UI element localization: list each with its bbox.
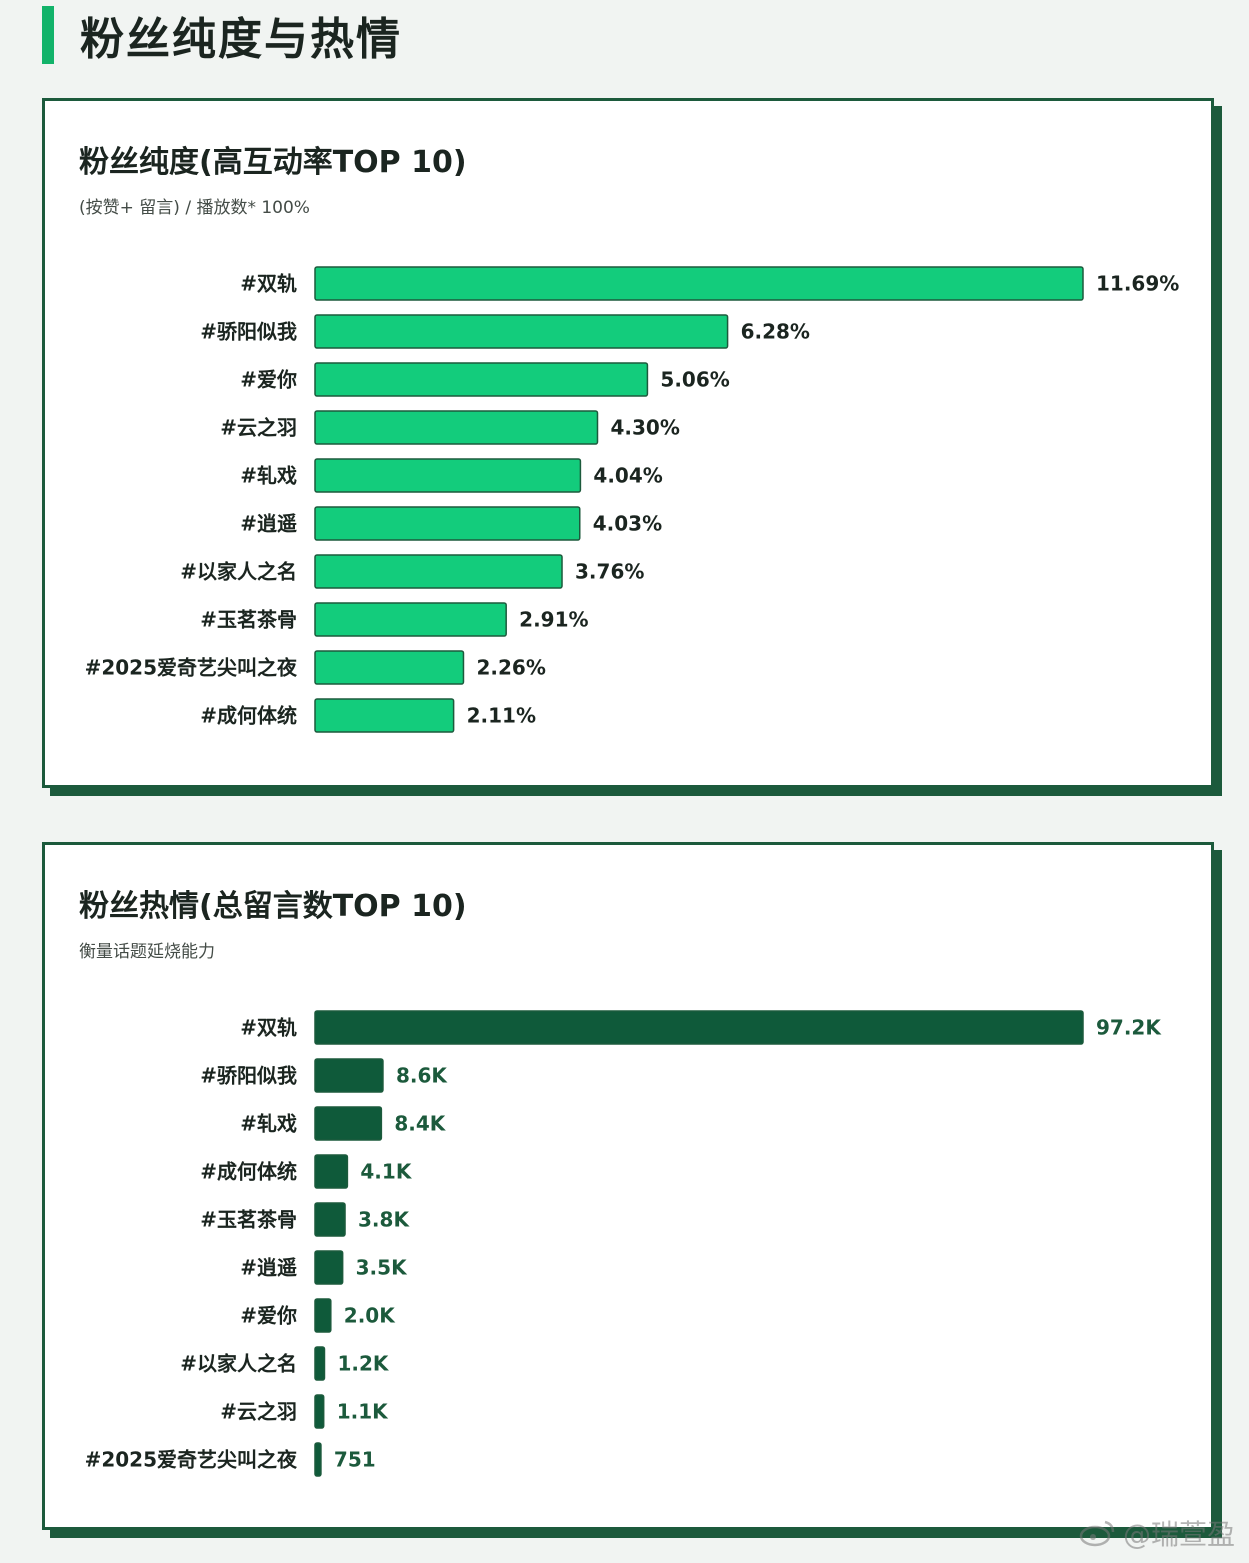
purity-category-label: #逍遥 xyxy=(240,512,297,536)
passion-bar xyxy=(314,1154,349,1189)
passion-value-label: 2.0K xyxy=(344,1304,396,1328)
passion-value-label: 3.5K xyxy=(356,1256,408,1280)
passion-value-label: 4.1K xyxy=(360,1160,412,1184)
purity-bar xyxy=(314,650,465,685)
passion-chart-card: 粉丝热情(总留言数TOP 10) 衡量话题延烧能力 #双轨 97.2K #骄阳似我 8… xyxy=(42,842,1214,1530)
passion-chart-subtitle: 衡量话题延烧能力 xyxy=(79,942,215,962)
purity-value-label: 2.91% xyxy=(519,608,588,632)
passion-value-label: 1.2K xyxy=(337,1352,389,1376)
purity-category-label: #玉茗茶骨 xyxy=(200,608,297,632)
purity-category-label: #骄阳似我 xyxy=(200,320,297,344)
passion-bar xyxy=(314,1202,346,1237)
passion-category-label: #爱你 xyxy=(240,1304,297,1328)
page-header: 粉丝纯度与热情 xyxy=(42,4,402,66)
purity-category-label: #成何体统 xyxy=(200,704,297,728)
passion-category-label: #2025爱奇艺尖叫之夜 xyxy=(85,1448,298,1472)
purity-bar xyxy=(314,506,581,541)
passion-category-label: #玉茗茶骨 xyxy=(200,1208,297,1232)
passion-bar xyxy=(314,1298,332,1333)
passion-bar xyxy=(314,1346,326,1381)
purity-bar xyxy=(314,314,729,349)
passion-value-label: 751 xyxy=(334,1448,376,1472)
purity-value-label: 2.11% xyxy=(467,704,536,728)
purity-value-label: 4.03% xyxy=(593,512,662,536)
passion-bar xyxy=(314,1010,1084,1045)
purity-bar xyxy=(314,698,455,733)
purity-bar xyxy=(314,554,563,589)
passion-bar xyxy=(314,1394,325,1429)
purity-value-label: 11.69% xyxy=(1096,272,1179,296)
purity-category-label: #云之羽 xyxy=(220,416,297,440)
purity-chart-subtitle: (按赞+ 留言) / 播放数* 100% xyxy=(79,198,310,218)
passion-value-label: 8.4K xyxy=(394,1112,446,1136)
purity-bar xyxy=(314,410,599,445)
passion-value-label: 3.8K xyxy=(358,1208,410,1232)
purity-category-label: #爱你 xyxy=(240,368,297,392)
passion-value-label: 8.6K xyxy=(396,1064,448,1088)
passion-category-label: #成何体统 xyxy=(200,1160,297,1184)
passion-value-label: 97.2K xyxy=(1096,1016,1162,1040)
page-title: 粉丝纯度与热情 xyxy=(80,14,402,65)
passion-category-label: #轧戏 xyxy=(240,1112,297,1136)
purity-category-label: #双轨 xyxy=(240,272,297,296)
watermark: @瑞萱盈 xyxy=(1077,1513,1235,1553)
purity-bar-chart: #双轨 11.69% #骄阳似我 6.28% #爱你 5.06% #云之羽 4.30% #轧戏 4… xyxy=(85,266,1179,733)
purity-bar xyxy=(314,266,1084,301)
purity-bar xyxy=(314,458,582,493)
passion-bar xyxy=(314,1442,322,1477)
passion-category-label: #骄阳似我 xyxy=(200,1064,297,1088)
purity-value-label: 3.76% xyxy=(575,560,644,584)
purity-category-label: #以家人之名 xyxy=(180,560,297,584)
passion-bar xyxy=(314,1106,383,1141)
purity-value-label: 4.04% xyxy=(593,464,662,488)
passion-category-label: #逍遥 xyxy=(240,1256,297,1280)
weibo-icon xyxy=(1079,1520,1115,1547)
purity-bar xyxy=(314,362,649,397)
purity-value-label: 5.06% xyxy=(660,368,729,392)
passion-bar-chart: #双轨 97.2K #骄阳似我 8.6K #轧戏 8.4K #成何体统 4.1K #玉茗茶骨 3.… xyxy=(85,1010,1162,1477)
purity-chart-title: 粉丝纯度(高互动率TOP 10) xyxy=(79,145,467,180)
passion-bar xyxy=(314,1058,384,1093)
header-accent-bar xyxy=(42,6,54,64)
purity-value-label: 6.28% xyxy=(741,320,810,344)
purity-value-label: 2.26% xyxy=(476,656,545,680)
passion-category-label: #云之羽 xyxy=(220,1400,297,1424)
watermark-text: @瑞萱盈 xyxy=(1122,1518,1235,1551)
passion-category-label: #双轨 xyxy=(240,1016,297,1040)
purity-chart-card: 粉丝纯度(高互动率TOP 10) (按赞+ 留言) / 播放数* 100% #双… xyxy=(42,98,1214,788)
passion-category-label: #以家人之名 xyxy=(180,1352,297,1376)
passion-value-label: 1.1K xyxy=(337,1400,389,1424)
purity-category-label: #2025爱奇艺尖叫之夜 xyxy=(85,656,298,680)
passion-chart-title: 粉丝热情(总留言数TOP 10) xyxy=(79,889,467,924)
purity-value-label: 4.30% xyxy=(610,416,679,440)
purity-category-label: #轧戏 xyxy=(240,464,297,488)
purity-bar xyxy=(314,602,507,637)
passion-bar xyxy=(314,1250,344,1285)
